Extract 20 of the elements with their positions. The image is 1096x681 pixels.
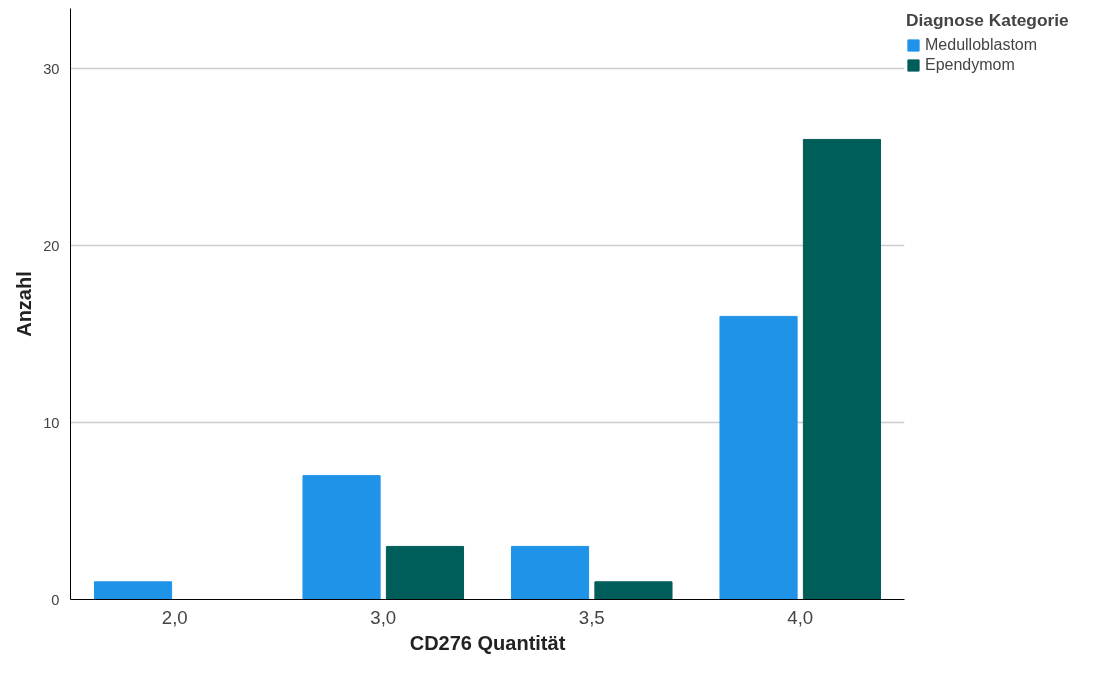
bar <box>93 581 173 600</box>
x-tick-label: 4,0 <box>787 606 814 628</box>
y-tick-label: 10 <box>43 414 60 431</box>
bar <box>510 545 590 600</box>
x-tick-label: 3,5 <box>578 606 605 628</box>
x-axis-title: CD276 Quantität <box>409 631 566 654</box>
legend-title: Diagnose Kategorie <box>906 10 1069 31</box>
bar <box>719 315 798 600</box>
legend-label: Ependymom <box>925 56 1015 74</box>
y-tick-label: 30 <box>43 60 60 77</box>
x-tick-label: 2,0 <box>161 606 188 628</box>
y-tick-label: 0 <box>51 591 60 608</box>
y-tick-label: 20 <box>43 237 60 254</box>
bar <box>802 138 882 600</box>
bar <box>385 545 465 600</box>
x-tick-label: 3,0 <box>370 606 397 628</box>
legend-label: Medulloblastom <box>925 36 1038 54</box>
y-axis-title: Anzahl <box>13 271 36 337</box>
bar <box>302 475 381 600</box>
bar <box>594 581 673 600</box>
